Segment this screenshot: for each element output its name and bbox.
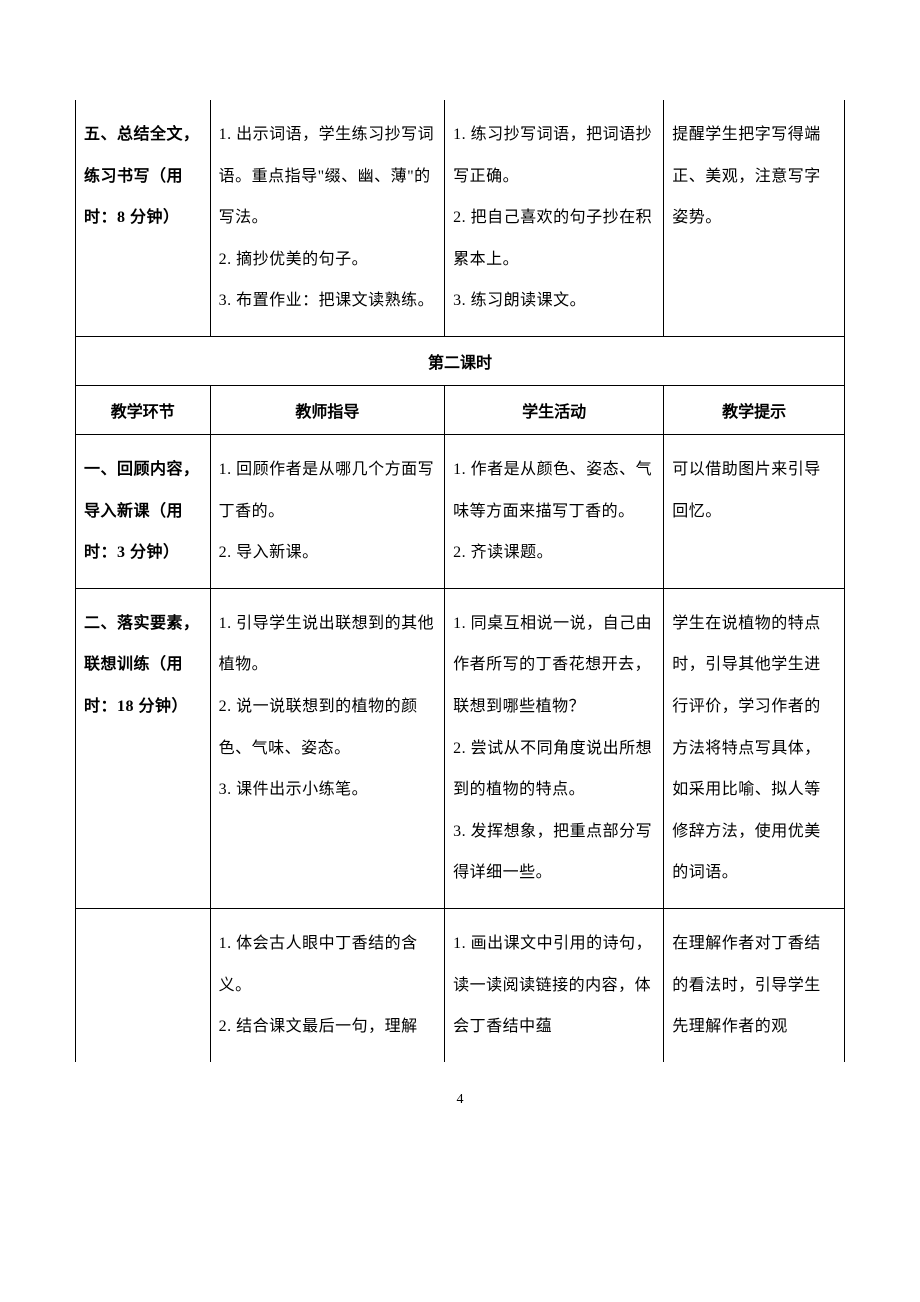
teaching-hint: 提醒学生把字写得端正、美观，注意写字姿势。 [664,100,844,253]
teacher-guidance: 1. 体会古人眼中丁香结的含义。2. 结合课文最后一句，理解 [211,909,445,1062]
column-header: 教师指导 [211,386,445,434]
table-row: 五、总结全文，练习书写（用时：8 分钟） 1. 出示词语，学生练习抄写词语。重点… [76,100,845,336]
student-activity: 1. 画出课文中引用的诗句，读一读阅读链接的内容，体会丁香结中蕴 [445,909,663,1062]
student-activity: 1. 作者是从颜色、姿态、气味等方面来描写丁香的。2. 齐读课题。 [445,435,663,588]
document-page: 五、总结全文，练习书写（用时：8 分钟） 1. 出示词语，学生练习抄写词语。重点… [75,100,845,1108]
teaching-hint: 可以借助图片来引导回忆。 [664,435,844,546]
stage-label [76,909,210,937]
column-header-row: 教学环节 教师指导 学生活动 教学提示 [76,385,845,434]
column-header: 教学环节 [76,386,210,434]
stage-label: 二、落实要素，联想训练（用时：18 分钟） [76,589,210,742]
page-number: 4 [75,1092,845,1108]
student-activity: 1. 练习抄写词语，把词语抄写正确。2. 把自己喜欢的句子抄在积累本上。3. 练… [445,100,663,336]
teacher-guidance: 1. 出示词语，学生练习抄写词语。重点指导"缀、幽、薄"的写法。2. 摘抄优美的… [211,100,445,336]
student-activity: 1. 同桌互相说一说，自己由作者所写的丁香花想开去，联想到哪些植物？2. 尝试从… [445,589,663,908]
section-header-row: 第二课时 [76,336,845,385]
table-row: 一、回顾内容，导入新课（用时：3 分钟） 1. 回顾作者是从哪几个方面写丁香的。… [76,434,845,588]
table-row: 二、落实要素，联想训练（用时：18 分钟） 1. 引导学生说出联想到的其他植物。… [76,588,845,908]
stage-label: 五、总结全文，练习书写（用时：8 分钟） [76,100,210,253]
teacher-guidance: 1. 回顾作者是从哪几个方面写丁香的。2. 导入新课。 [211,435,445,588]
lesson-plan-table: 五、总结全文，练习书写（用时：8 分钟） 1. 出示词语，学生练习抄写词语。重点… [75,100,845,1062]
teaching-hint: 在理解作者对丁香结的看法时，引导学生先理解作者的观 [664,909,844,1062]
table-row: 1. 体会古人眼中丁香结的含义。2. 结合课文最后一句，理解 1. 画出课文中引… [76,908,845,1061]
column-header: 学生活动 [445,386,663,434]
stage-label: 一、回顾内容，导入新课（用时：3 分钟） [76,435,210,588]
column-header: 教学提示 [664,386,844,434]
teaching-hint: 学生在说植物的特点时，引导其他学生进行评价，学习作者的方法将特点写具体，如采用比… [664,589,844,908]
section-title: 第二课时 [76,337,844,385]
teacher-guidance: 1. 引导学生说出联想到的其他植物。2. 说一说联想到的植物的颜色、气味、姿态。… [211,589,445,825]
